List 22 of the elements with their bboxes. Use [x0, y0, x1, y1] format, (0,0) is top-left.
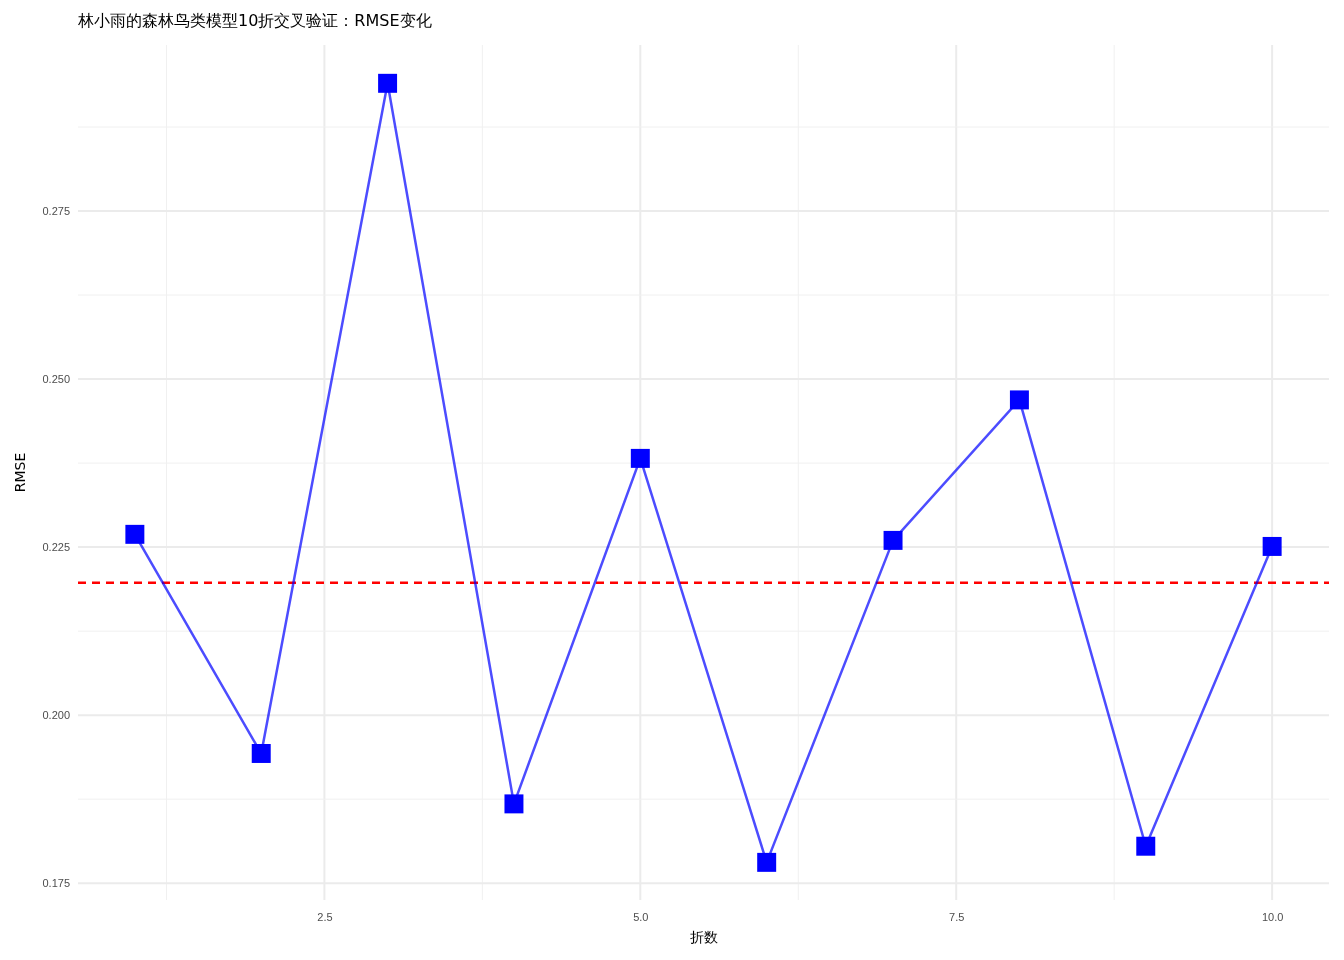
point — [1136, 836, 1156, 856]
y-axis-title: RMSE — [12, 452, 28, 493]
x-tick-label: 5.0 — [633, 910, 649, 923]
point — [251, 743, 271, 763]
y-tick-label: 0.250 — [42, 373, 70, 386]
point — [378, 73, 398, 93]
y-tick-label: 0.200 — [42, 709, 70, 722]
point — [883, 530, 903, 550]
chart-title: 林小雨的森林鸟类模型10折交叉验证：RMSE变化 — [77, 11, 432, 30]
point — [630, 448, 650, 468]
point — [504, 794, 524, 814]
x-tick-label: 2.5 — [317, 910, 333, 923]
x-tick-label: 7.5 — [949, 910, 965, 923]
y-tick-label: 0.275 — [42, 205, 70, 218]
point — [125, 524, 145, 544]
y-tick-label: 0.225 — [42, 541, 70, 554]
x-axis-title: 折数 — [689, 929, 718, 945]
point — [1262, 536, 1282, 556]
point — [1009, 390, 1029, 410]
y-tick-label: 0.175 — [42, 877, 70, 890]
x-tick-label: 10.0 — [1261, 910, 1284, 923]
point — [757, 852, 777, 872]
